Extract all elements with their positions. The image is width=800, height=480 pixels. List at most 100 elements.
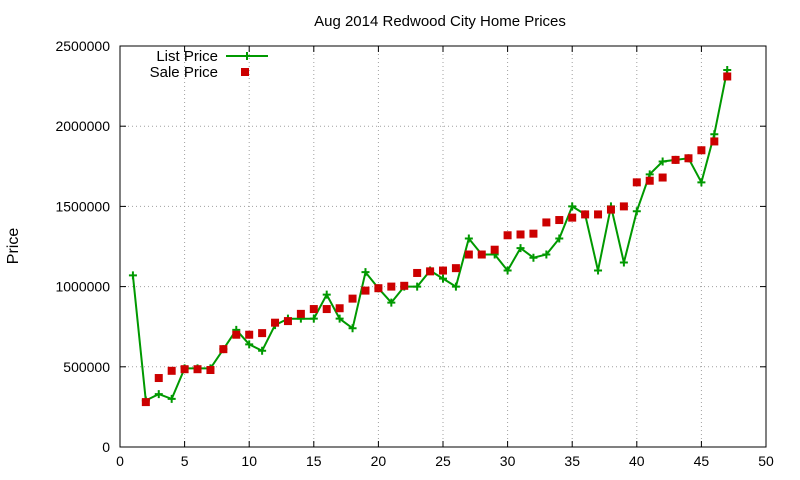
sale-price-point	[426, 267, 435, 276]
list-price-point	[529, 253, 538, 262]
list-price-point	[439, 274, 447, 283]
sale-price-point	[568, 213, 577, 222]
list-price-point	[594, 266, 603, 275]
sale-price-point	[374, 284, 383, 293]
sale-price-point	[451, 264, 460, 273]
sale-price-point	[464, 250, 473, 259]
x-tick-label: 5	[181, 453, 189, 469]
sale-price-point	[167, 366, 176, 375]
sale-price-point	[154, 374, 163, 383]
list-price-point	[258, 346, 267, 355]
sale-price-point	[271, 318, 280, 327]
legend-sample-sale-price-marker	[241, 68, 249, 76]
list-price-point	[710, 130, 719, 139]
y-axis-label: Price	[5, 228, 22, 265]
x-tick-label: 30	[500, 453, 516, 469]
sale-price-point	[619, 202, 628, 211]
x-tick-label: 35	[564, 453, 580, 469]
sale-price-point	[361, 286, 370, 295]
sale-price-point	[490, 245, 499, 254]
list-price-point	[167, 394, 176, 403]
sale-price-point	[581, 210, 590, 219]
sale-price-point	[503, 231, 512, 240]
legend-label-sale-price: Sale Price	[150, 64, 218, 81]
list-price-point	[322, 290, 331, 299]
sale-price-point	[477, 250, 486, 259]
x-tick-label: 45	[694, 453, 710, 469]
x-tick-label: 20	[371, 453, 387, 469]
sale-price-point	[296, 309, 305, 318]
list-price-point	[128, 271, 137, 280]
sale-price-point	[245, 330, 254, 339]
sale-price-point	[542, 218, 551, 227]
sale-price-point	[658, 173, 667, 182]
sale-price-point	[671, 155, 680, 164]
sale-price-point	[322, 305, 331, 314]
sale-price-point	[141, 398, 150, 407]
list-price-point	[619, 258, 628, 267]
sale-price-point	[219, 345, 228, 354]
x-tick-label: 10	[241, 453, 257, 469]
y-tick-label: 0	[102, 439, 110, 455]
list-price-point	[361, 268, 370, 277]
sale-price-point	[684, 154, 693, 163]
x-tick-label: 15	[306, 453, 322, 469]
list-price-point	[555, 234, 564, 243]
list-price-point	[697, 178, 706, 187]
sale-price-point	[232, 330, 241, 339]
list-price-point	[542, 250, 551, 259]
list-price-point	[245, 340, 254, 349]
x-tick-label: 50	[758, 453, 774, 469]
list-price-point	[503, 266, 512, 275]
sale-price-point	[413, 268, 422, 277]
sale-price-point	[206, 366, 215, 375]
x-tick-label: 0	[116, 453, 124, 469]
chart-title: Aug 2014 Redwood City Home Prices	[314, 13, 566, 30]
y-tick-label: 2000000	[55, 118, 110, 134]
sale-price-point	[632, 178, 641, 187]
sale-price-point	[400, 281, 409, 290]
sale-price-point	[555, 216, 564, 225]
sale-price-point	[258, 329, 267, 338]
list-price-point	[516, 244, 525, 253]
sale-price-point	[723, 72, 732, 81]
sale-price-point	[193, 365, 202, 374]
sale-price-point	[697, 146, 706, 155]
list-price-point	[387, 298, 396, 307]
sale-price-point	[645, 176, 654, 185]
sale-price-point	[335, 304, 344, 313]
list-price-point	[568, 202, 577, 211]
axis-ticks: 0 5 10 15 20 25 30 35 40 45 50 0 500000 1000000 150000…	[55, 38, 774, 469]
legend-sample-list-price-marker	[243, 52, 251, 60]
list-price-point	[451, 282, 460, 291]
sale-price-point	[516, 230, 525, 239]
list-price-point	[413, 282, 422, 291]
y-tick-label: 500000	[63, 359, 110, 375]
sale-price-point	[594, 210, 603, 219]
y-tick-label: 1500000	[55, 198, 110, 214]
sale-price-point	[529, 229, 538, 238]
list-price-point	[154, 390, 163, 399]
sale-price-point	[439, 266, 447, 275]
x-tick-label: 40	[629, 453, 645, 469]
sale-price-point	[387, 282, 396, 291]
list-price-point	[348, 324, 357, 333]
y-tick-label: 2500000	[55, 38, 110, 54]
list-price-point	[632, 207, 641, 216]
list-price-point	[464, 234, 473, 243]
sale-price-point	[309, 305, 318, 314]
legend-label-list-price: List Price	[156, 48, 218, 65]
grid-lines	[120, 46, 766, 447]
list-price-point	[309, 314, 318, 323]
y-tick-label: 1000000	[55, 279, 110, 295]
sale-price-point	[606, 205, 615, 214]
list-price-point	[335, 314, 344, 323]
series-layer	[128, 66, 732, 407]
sale-price-point	[710, 137, 719, 146]
x-tick-label: 25	[435, 453, 451, 469]
list-price-point	[658, 157, 667, 166]
sale-price-point	[348, 294, 357, 303]
legend: List Price Sale Price	[150, 48, 268, 81]
sale-price-point	[180, 365, 189, 374]
